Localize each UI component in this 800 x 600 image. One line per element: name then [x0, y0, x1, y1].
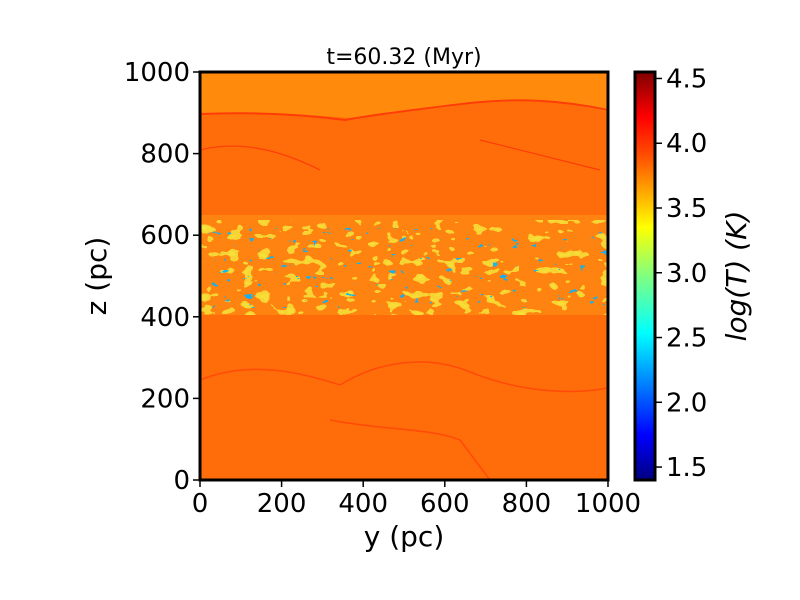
x-tick-label: 200 — [257, 489, 307, 519]
colorbar-tick-label: 1.5 — [666, 453, 707, 483]
colorbar-tick-label: 3.0 — [666, 259, 707, 289]
bottom-shock-front — [200, 361, 608, 480]
y-tick-label: 200 — [140, 384, 190, 414]
x-tick-label: 600 — [420, 489, 470, 519]
y-axis-label: z (pc) — [80, 237, 113, 316]
colorbar-tick-label: 2.0 — [666, 388, 707, 418]
y-tick-label: 0 — [173, 466, 190, 496]
y-tick-label: 1000 — [124, 58, 190, 88]
x-tick-label: 0 — [192, 489, 209, 519]
y-tick-label: 600 — [140, 221, 190, 251]
colorbar — [633, 70, 657, 482]
y-axis-ticks: 0 200 400 600 800 1000 — [124, 58, 200, 496]
x-axis-label: y (pc) — [364, 520, 445, 553]
chart-title: t=60.32 (Myr) — [326, 45, 481, 70]
y-tick-label: 400 — [140, 303, 190, 333]
colorbar-tick-label: 2.5 — [666, 324, 707, 354]
colorbar-tick-label: 4.0 — [666, 129, 707, 159]
bubble-shock-front-2 — [200, 139, 601, 171]
colorbar-tick-label: 3.5 — [666, 194, 707, 224]
top-hot-region — [200, 72, 608, 118]
colorbar-ticks: 1.5 2.0 2.5 3.0 3.5 4.0 4.5 — [655, 64, 707, 483]
colorbar-label: log(T) (K) — [720, 211, 753, 342]
x-tick-label: 400 — [338, 489, 388, 519]
coldest-speckle — [200, 232, 608, 304]
plot-frame — [198, 70, 610, 482]
bubble-shock-front — [200, 99, 608, 122]
temperature-map — [200, 72, 608, 480]
x-tick-label: 1000 — [575, 489, 641, 519]
colorbar-tick-label: 4.5 — [666, 64, 707, 94]
y-tick-label: 800 — [140, 140, 190, 170]
x-tick-label: 800 — [502, 489, 552, 519]
x-axis-ticks: 0 200 400 600 800 1000 — [192, 480, 641, 519]
